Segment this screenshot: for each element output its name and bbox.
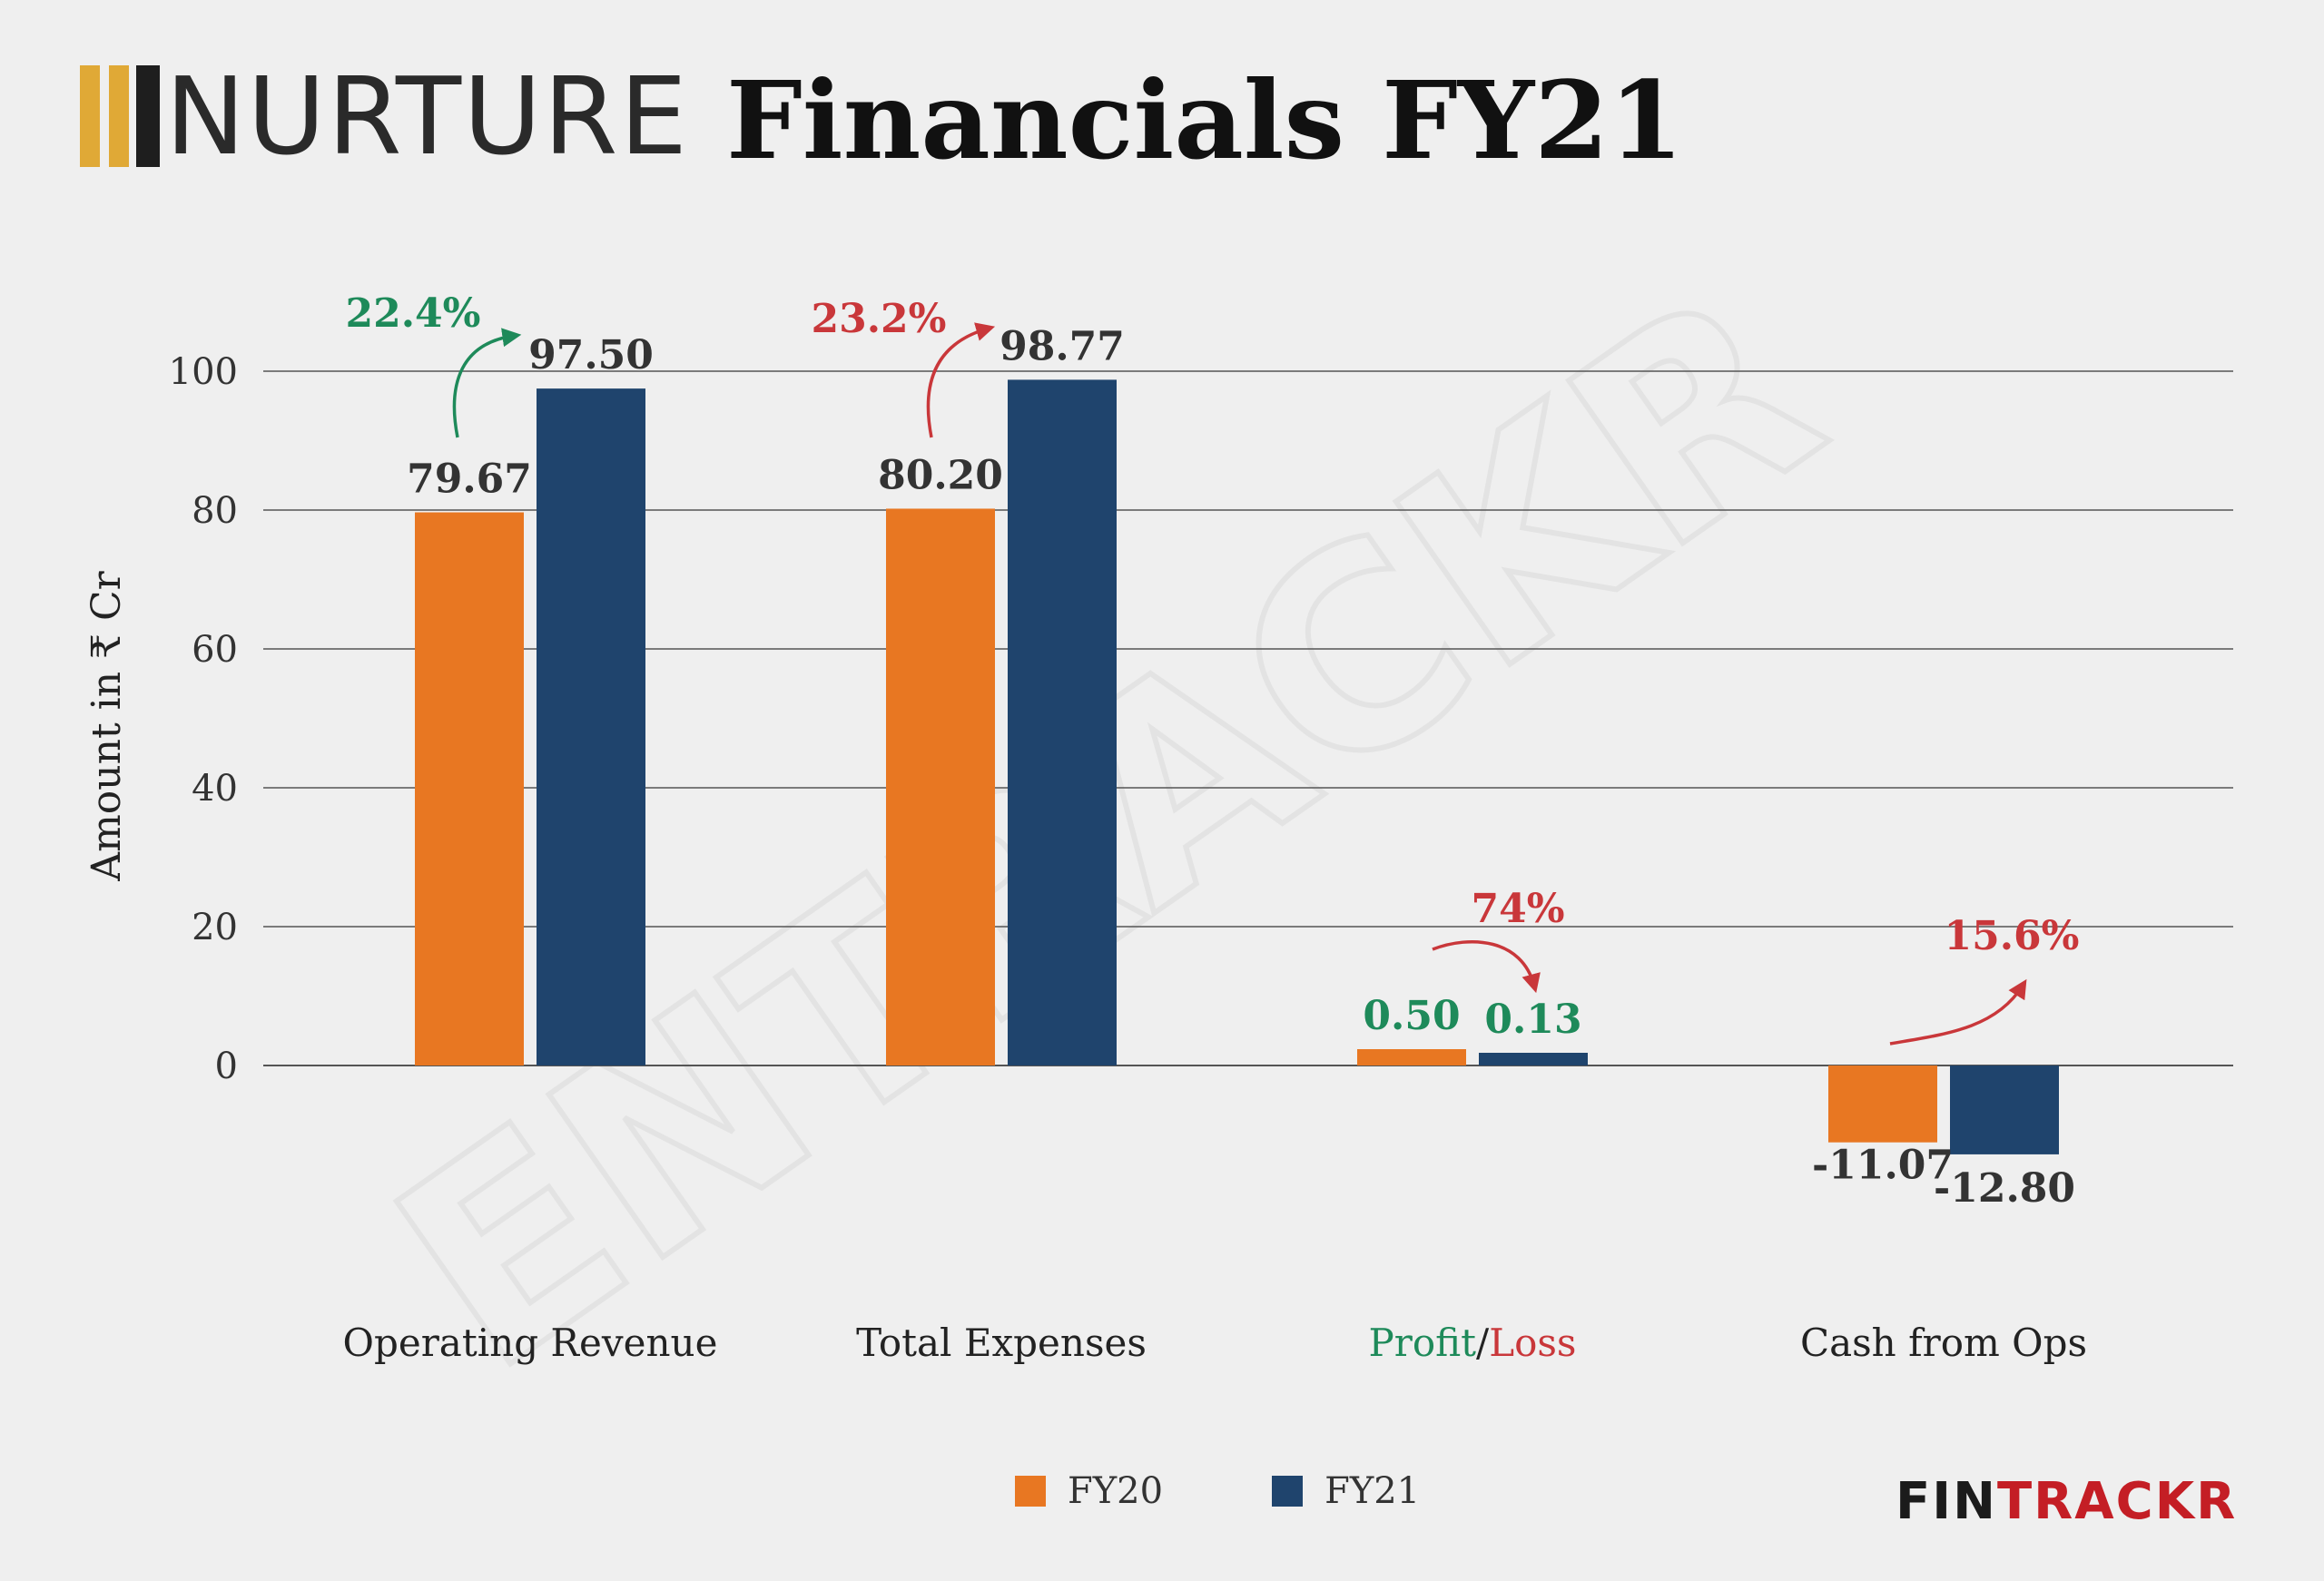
footer-brand-logo: FINTRACKR (1896, 1472, 2237, 1531)
change-arrow-icon (1432, 939, 1541, 994)
change-arrow-icon (1889, 978, 2027, 1046)
y-tick-label: 0 (215, 1046, 238, 1087)
change-arrow-icon (926, 322, 996, 438)
logo-mark-icon (80, 65, 160, 167)
data-label: 79.67 (407, 457, 532, 503)
chart-legend: FY20 FY21 (1015, 1470, 1529, 1512)
category-label-part: / (1476, 1321, 1490, 1365)
legend-swatch-fy21 (1272, 1476, 1304, 1507)
percent-change-label: 15.6% (1945, 913, 2080, 959)
data-label: 98.77 (1000, 323, 1125, 369)
data-label: 0.50 (1363, 993, 1460, 1039)
page-title: Financials FY21 (726, 57, 1684, 183)
bar-fy21 (537, 388, 645, 1065)
legend-swatch-fy20 (1015, 1476, 1046, 1507)
company-logo-text: NURTURE (165, 54, 690, 179)
data-label: -12.80 (1934, 1165, 2075, 1212)
x-category-label: Operating Revenue (343, 1321, 718, 1365)
company-logo: NURTURE (80, 62, 689, 171)
bar-fy21 (1950, 1065, 2059, 1154)
bar-fy20 (415, 512, 524, 1065)
legend-item-fy21: FY21 (1272, 1470, 1420, 1512)
legend-label-fy21: FY21 (1324, 1470, 1421, 1512)
bar-fy20 (1828, 1065, 1937, 1143)
x-category-label: Total Expenses (856, 1321, 1147, 1365)
percent-change-label: 23.2% (812, 296, 947, 342)
category-label-part: Profit (1369, 1321, 1477, 1365)
legend-item-fy20: FY20 (1015, 1470, 1163, 1512)
x-category-label: Cash from Ops (1800, 1321, 2087, 1365)
y-tick-label: 20 (192, 907, 238, 948)
y-tick-label: 40 (192, 768, 238, 810)
data-label: 97.50 (528, 332, 654, 378)
data-label: -11.07 (1812, 1143, 1954, 1189)
footer-brand-part1: FIN (1896, 1472, 1997, 1531)
category-label-part: Loss (1489, 1321, 1576, 1365)
bar-fy21 (1479, 1053, 1588, 1065)
data-label: 80.20 (878, 452, 1003, 498)
y-tick-label: 80 (192, 490, 238, 532)
x-category-label: Profit/Loss (1369, 1321, 1577, 1365)
data-label: 0.13 (1484, 997, 1581, 1043)
y-tick-label: 100 (169, 351, 238, 393)
y-axis-label: Amount in ₹ Cr (84, 570, 130, 881)
bar-fy21 (1008, 379, 1117, 1065)
y-tick-label: 60 (192, 629, 238, 671)
legend-label-fy20: FY20 (1068, 1470, 1164, 1512)
change-arrow-icon (452, 328, 522, 438)
footer-brand-part2: TRACKR (1996, 1472, 2238, 1531)
bar-fy20 (886, 508, 995, 1065)
percent-change-label: 74% (1471, 886, 1564, 932)
bar-fy20 (1357, 1049, 1466, 1065)
percent-change-label: 22.4% (346, 290, 481, 337)
